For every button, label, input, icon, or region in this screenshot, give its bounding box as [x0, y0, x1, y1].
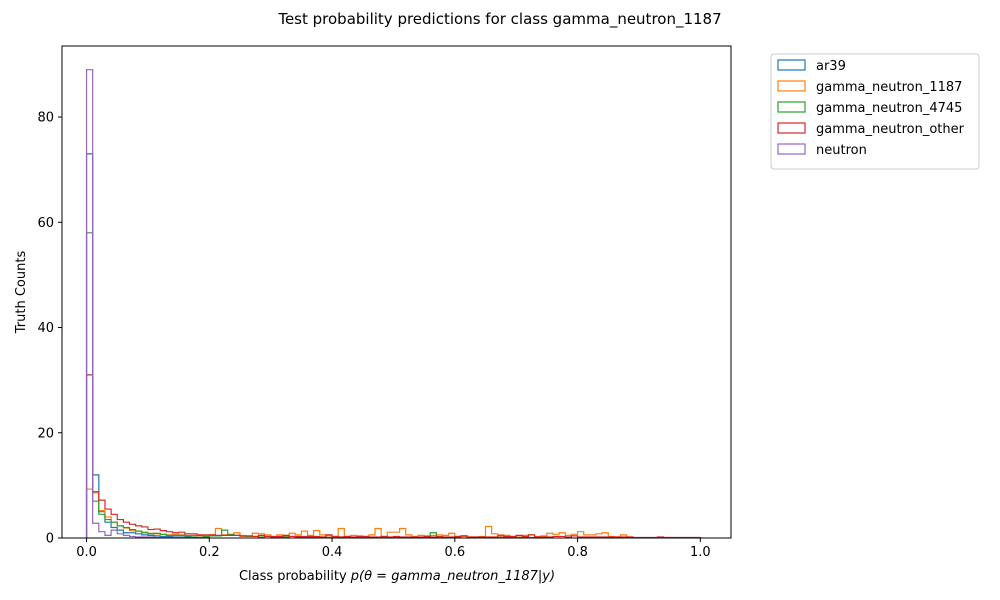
plot-frame — [61, 45, 732, 539]
series-neutron-step-line — [85, 69, 186, 538]
x-tick-label: 0.6 — [444, 545, 465, 560]
series-ar39-step-line — [85, 153, 210, 538]
x-tick-label: 0.8 — [567, 545, 588, 560]
legend-label-ar39: ar39 — [816, 59, 846, 74]
x-axis: 0.0 0.2 0.4 0.6 0.8 1.0 — [76, 538, 711, 560]
series-gamma-neutron-other-step-line — [85, 374, 701, 538]
chart-title: Test probability predictions for class g… — [277, 10, 721, 29]
legend: ar39 gamma_neutron_1187 gamma_neutron_4745… — [770, 53, 980, 170]
legend-label-neutron: neutron — [816, 143, 867, 158]
x-axis-label-prefix: Class probability — [239, 569, 351, 584]
series-layer — [85, 69, 701, 538]
legend-swatch-gamma-neutron-other — [777, 122, 806, 134]
series-gamma-neutron-1187-step-line — [85, 488, 634, 538]
x-tick-label: 0.2 — [199, 545, 220, 560]
y-axis: 0 20 40 60 80 — [37, 111, 62, 547]
x-axis-label-math: p(θ = gamma_neutron_1187|y) — [350, 569, 555, 584]
legend-label-gamma-neutron-other: gamma_neutron_other — [816, 122, 965, 137]
y-tick-label: 80 — [37, 111, 54, 126]
y-axis-label: Truth Counts — [14, 251, 29, 335]
legend-label-gamma-neutron-1187: gamma_neutron_1187 — [816, 80, 962, 95]
x-axis-label: Class probability p(θ = gamma_neutron_11… — [239, 569, 555, 584]
legend-swatch-neutron — [777, 143, 806, 155]
legend-swatch-ar39 — [777, 59, 806, 71]
legend-swatch-gamma-neutron-1187 — [777, 80, 806, 92]
legend-label-gamma-neutron-4745: gamma_neutron_4745 — [816, 101, 962, 116]
x-tick-label: 1.0 — [690, 545, 711, 560]
y-tick-label: 40 — [37, 321, 54, 336]
x-tick-label: 0.0 — [76, 545, 97, 560]
y-tick-label: 0 — [46, 532, 54, 547]
legend-box — [770, 53, 980, 170]
legend-swatch-gamma-neutron-4745 — [777, 101, 806, 113]
y-tick-label: 60 — [37, 216, 54, 231]
x-tick-label: 0.4 — [322, 545, 343, 560]
y-tick-label: 20 — [37, 426, 54, 441]
